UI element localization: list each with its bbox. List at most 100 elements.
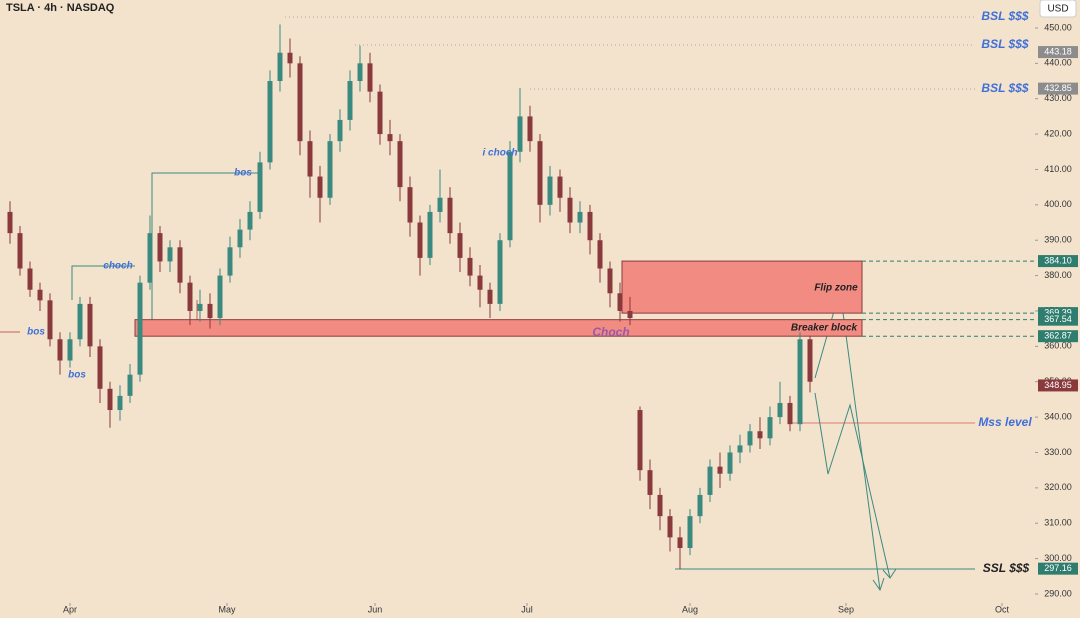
candle-body xyxy=(547,176,553,205)
candle-body xyxy=(557,176,563,198)
candle-body xyxy=(707,466,713,495)
candle-body xyxy=(247,211,253,230)
candle-body xyxy=(347,81,353,120)
price-tag-label: 369.39 xyxy=(1044,308,1072,318)
annotation: bos xyxy=(234,168,252,179)
x-tick-label: Oct xyxy=(995,604,1010,614)
x-tick-label: Jun xyxy=(368,604,383,614)
candle-body xyxy=(117,395,123,411)
candle-body xyxy=(497,240,503,304)
candle-body xyxy=(597,240,603,269)
candle-body xyxy=(257,162,263,212)
annotation: Mss level xyxy=(978,415,1032,429)
y-tick-label: 340.00 xyxy=(1044,411,1072,421)
candle-body xyxy=(457,233,463,258)
candle-body xyxy=(567,197,573,223)
candle-body xyxy=(177,247,183,283)
candle-body xyxy=(747,431,753,446)
candle-body xyxy=(407,187,413,223)
arrowhead xyxy=(872,577,885,592)
annotation: SSL $$$ xyxy=(983,561,1030,575)
candle-body xyxy=(47,300,53,340)
candle-body xyxy=(87,303,93,347)
candle-body xyxy=(427,211,433,258)
price-tag xyxy=(1038,255,1078,268)
candle-body xyxy=(657,494,663,517)
candle-body xyxy=(787,402,793,425)
candle-body xyxy=(57,339,63,361)
x-tick-label: Aug xyxy=(682,604,698,614)
candle-body xyxy=(367,63,373,92)
candle-body xyxy=(357,63,363,82)
y-tick-label: 380.00 xyxy=(1044,270,1072,280)
x-tick-label: Apr xyxy=(63,604,77,614)
candle-body xyxy=(277,52,283,82)
annotation: bos xyxy=(68,370,86,381)
currency: USD xyxy=(1047,4,1068,15)
breaker-block xyxy=(134,319,863,337)
price-tag xyxy=(1038,46,1078,59)
candle-body xyxy=(97,346,103,389)
price-tag-label: 348.95 xyxy=(1044,380,1072,390)
price-tag-label: 362.87 xyxy=(1044,331,1072,341)
candle-body xyxy=(487,289,493,304)
candle-body xyxy=(17,233,23,269)
annotation: BSL $$$ xyxy=(981,9,1028,23)
price-tag xyxy=(1038,330,1078,343)
candle-body xyxy=(647,470,653,495)
candle-body xyxy=(617,293,623,311)
candle-body xyxy=(327,141,333,198)
candle-body xyxy=(217,275,223,319)
candle-body xyxy=(667,516,673,538)
candle-body xyxy=(317,176,323,198)
currency-box xyxy=(1039,0,1077,18)
x-tick-label: Jul xyxy=(521,604,533,614)
price-tag xyxy=(1038,562,1078,575)
y-tick-label: 290.00 xyxy=(1044,588,1072,598)
candle-body xyxy=(477,275,483,290)
candle-body xyxy=(67,339,73,361)
candle-body xyxy=(287,52,293,64)
annotation: Flip zone xyxy=(814,283,858,294)
y-tick-label: 440.00 xyxy=(1044,58,1072,68)
candle-body xyxy=(157,233,163,262)
candle-body xyxy=(27,268,33,290)
candle-body xyxy=(197,303,203,311)
y-tick-label: 320.00 xyxy=(1044,482,1072,492)
candle-body xyxy=(227,247,233,276)
candle-body xyxy=(297,63,303,142)
candle-body xyxy=(517,116,523,152)
candle-body xyxy=(107,388,113,411)
price-tag xyxy=(1038,313,1078,326)
candle-body xyxy=(417,222,423,258)
candle-body xyxy=(397,141,403,188)
candle-body xyxy=(267,81,273,163)
annotation: BSL $$$ xyxy=(981,37,1028,51)
annotation: choch xyxy=(103,261,132,272)
choch-line xyxy=(71,265,135,300)
candle-body xyxy=(627,310,633,319)
annotation: Breaker block xyxy=(791,323,858,334)
y-tick-label: 360.00 xyxy=(1044,341,1072,351)
x-tick-label: Sep xyxy=(838,604,854,614)
price-tag-label: 443.18 xyxy=(1044,46,1072,56)
y-tick-label: 430.00 xyxy=(1044,93,1072,103)
candle-body xyxy=(717,466,723,474)
annotation: i choch xyxy=(482,148,517,159)
price-tag-label: 297.16 xyxy=(1044,563,1072,573)
candle-body xyxy=(337,119,343,142)
price-tag-label: 367.54 xyxy=(1044,314,1072,324)
candle-body xyxy=(607,268,613,294)
flip-zone xyxy=(621,260,863,314)
price-tag-label: 384.10 xyxy=(1044,255,1072,265)
candle-body xyxy=(7,211,13,234)
candle-body xyxy=(187,282,193,311)
y-tick-label: 330.00 xyxy=(1044,447,1072,457)
y-tick-label: 420.00 xyxy=(1044,128,1072,138)
arrowhead xyxy=(882,568,897,579)
y-tick-label: 390.00 xyxy=(1044,235,1072,245)
projection xyxy=(814,392,891,579)
candle-body xyxy=(687,516,693,548)
